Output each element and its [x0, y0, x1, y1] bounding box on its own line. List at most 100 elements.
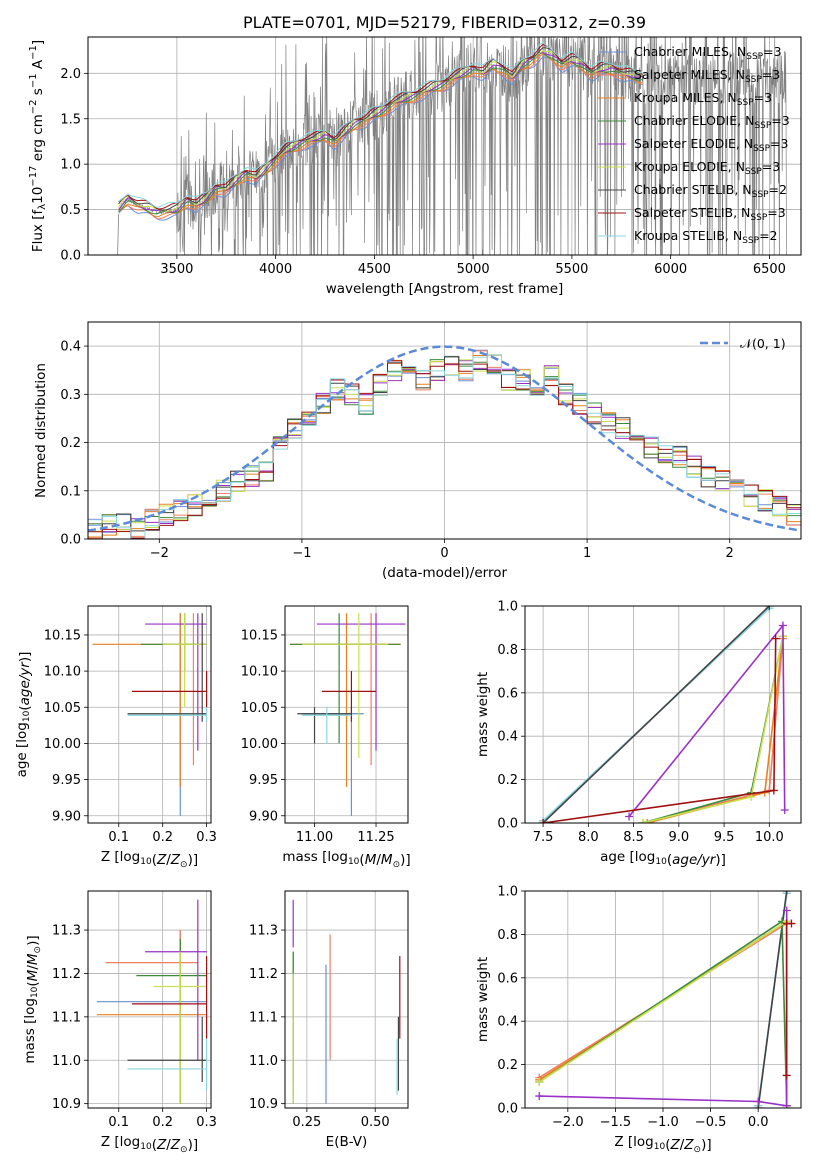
chart-title: PLATE=0701, MJD=52179, FIBERID=0312, z=0…	[243, 13, 646, 32]
y-tick-label: 10.9	[249, 1097, 278, 1112]
axes-frame	[87, 605, 212, 824]
y-tick-label: 11.3	[249, 924, 278, 939]
chart-5: 0.1 0.2 0.3 10.9 11.0 11.1 11.2 11.3 Z [log10(Z/…	[22, 890, 217, 1155]
chart-2: 0.1 0.2 0.3 9.90 9.95 10.00 10.05 10.10 10.15 Z […	[14, 605, 217, 870]
y-tick-label: 0.6	[497, 971, 518, 986]
x-tick-label: −1	[292, 546, 311, 561]
x-tick-label: −2.0	[552, 1115, 584, 1130]
y-tick-label: 0.4	[497, 730, 518, 745]
axes-frame	[284, 605, 409, 824]
y-tick-label: 1.5	[60, 112, 81, 127]
y-tick-label: 0.0	[60, 249, 81, 264]
mass-weight-marker	[782, 891, 791, 895]
x-tick-label: 2	[726, 546, 734, 561]
x-tick-label: 0.3	[196, 830, 217, 845]
x-tick-label: 5500	[555, 262, 588, 277]
model-series-line	[118, 52, 643, 218]
plot-area	[539, 606, 789, 823]
mass-weight-line	[642, 638, 784, 823]
legend-entry: Chabrier ELODIE, NSSP=3	[634, 113, 790, 131]
x-tick-label: 6500	[753, 262, 786, 277]
mass-weight-line	[642, 636, 784, 823]
y-tick-label: 11.3	[52, 924, 81, 939]
x-axis-label: (data-model)/error	[382, 565, 508, 581]
x-tick-label: 0.0	[748, 1115, 769, 1130]
y-tick-label: 0.3	[60, 388, 81, 403]
x-tick-label: −1.5	[600, 1115, 632, 1130]
y-tick-label: 0.8	[497, 928, 518, 943]
y-tick-label: 0.2	[497, 1058, 518, 1073]
y-tick-label: 0.2	[60, 436, 81, 451]
x-tick-label: 6000	[654, 262, 687, 277]
y-tick-label: 9.95	[249, 773, 278, 788]
y-tick-label: 0.0	[497, 1102, 518, 1117]
chart-0: 3500 4000 4500 5000 5500 6000 6500 0.0 0.5 1.0 1.5…	[28, 13, 802, 297]
y-tick-label: 11.2	[249, 967, 278, 982]
x-axis-label: Z [log10(Z/Z⊙)]	[614, 1134, 711, 1155]
x-tick-label: 0.2	[152, 1115, 173, 1130]
y-tick-label: 10.10	[44, 665, 81, 680]
x-tick-label: 10.0	[755, 830, 784, 845]
x-axis-label: Z [log10(Z/Z⊙)]	[101, 849, 198, 870]
y-tick-label: 10.00	[44, 737, 81, 752]
y-tick-label: 0.4	[497, 1015, 518, 1030]
x-tick-label: 4000	[259, 262, 292, 277]
histogram-step	[88, 354, 801, 539]
y-axis-label: mass weight	[475, 957, 491, 1042]
y-tick-label: 10.9	[52, 1097, 81, 1112]
histogram-step	[88, 360, 801, 539]
x-tick-label: −2	[150, 546, 169, 561]
mass-weight-line	[646, 636, 784, 823]
legend-entry: Chabrier MILES, NSSP=3	[634, 44, 782, 62]
legend-entry: Kroupa ELODIE, NSSP=3	[634, 159, 780, 177]
y-axis-label: mass [log10(M/M⊙)]	[22, 935, 43, 1063]
normal-curve	[88, 345, 801, 532]
y-tick-label: 0.8	[497, 643, 518, 658]
chart-3: 11.00 11.25 9.90 9.95 10.00 10.05 10.10 10.15 ma…	[241, 605, 411, 870]
x-tick-label: 8.5	[623, 830, 644, 845]
mass-weight-marker	[769, 786, 778, 795]
x-tick-label: 0.50	[361, 1115, 390, 1130]
mass-weight-marker	[535, 1092, 544, 1101]
legend-entry: Salpeter ELODIE, NSSP=3	[634, 136, 788, 154]
x-tick-label: 1	[583, 546, 591, 561]
chart-1: −2 −1 0 1 2 0.0 0.1 0.2 0.3 0.4 (data-model)/error…	[33, 321, 802, 581]
plot-area	[292, 899, 401, 1104]
mass-weight-marker	[625, 812, 634, 821]
y-axis-label: age [log10(age/yr)]	[14, 652, 33, 778]
y-tick-label: 0.6	[497, 686, 518, 701]
mass-weight-marker	[771, 634, 780, 643]
mass-weight-marker	[780, 805, 789, 814]
mass-weight-marker	[765, 606, 774, 610]
mass-weight-line	[542, 638, 777, 823]
plot-area	[96, 899, 208, 1104]
x-tick-label: 0.1	[108, 830, 129, 845]
y-tick-label: 10.15	[241, 628, 278, 643]
chart-7: −2.0 −1.5 −1.0 −0.5 0.0 0.0 0.2 0.4 0.6 0.8 1.0 Z […	[475, 885, 802, 1155]
mass-weight-line	[542, 606, 770, 823]
mass-weight-marker	[754, 1097, 763, 1106]
y-tick-label: 2.0	[60, 67, 81, 82]
x-tick-label: 11.25	[357, 830, 394, 845]
x-tick-label: 7.5	[533, 830, 554, 845]
x-axis-label: Z [log10(Z/Z⊙)]	[101, 1134, 198, 1155]
x-tick-label: 11.00	[296, 830, 333, 845]
x-tick-label: 9.0	[668, 830, 689, 845]
x-axis-label: wavelength [Angstrom, rest frame]	[326, 281, 564, 297]
x-tick-label: 0.3	[196, 1115, 217, 1130]
x-axis-label: E(B-V)	[326, 1134, 368, 1150]
chart-4: 7.5 8.0 8.5 9.0 9.5 10.0 0.0 0.2 0.4 0.6 0.8 1.0 age…	[475, 600, 802, 868]
spectrum-edge	[117, 214, 120, 255]
y-tick-label: 0.0	[60, 533, 81, 548]
y-tick-label: 0.2	[497, 773, 518, 788]
y-tick-label: 0.1	[60, 484, 81, 499]
y-tick-label: 0.0	[497, 817, 518, 832]
y-tick-label: 1.0	[60, 158, 81, 173]
y-tick-label: 11.1	[52, 1010, 81, 1025]
plot-area	[117, 37, 787, 255]
x-tick-label: 0.1	[108, 1115, 129, 1130]
plot-area	[289, 613, 406, 816]
y-tick-label: 11.0	[52, 1054, 81, 1069]
chart-6: 0.25 0.50 10.9 11.0 11.1 11.2 11.3 E(B-V)	[249, 890, 409, 1150]
mass-weight-line	[642, 636, 784, 823]
